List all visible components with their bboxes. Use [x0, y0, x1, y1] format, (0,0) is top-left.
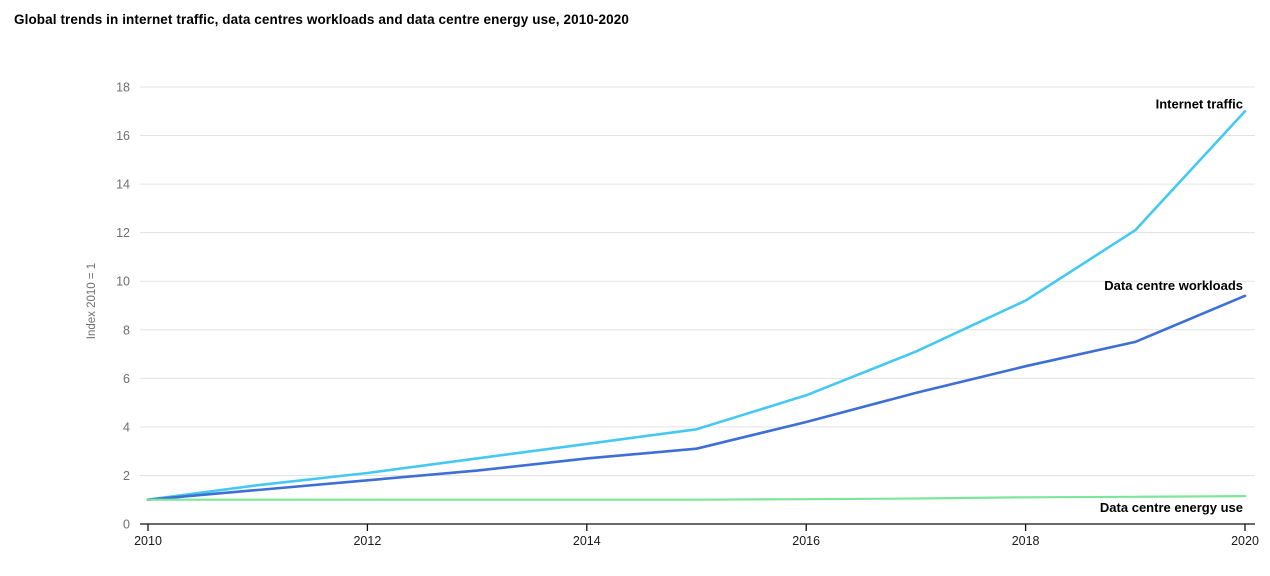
y-tick-label: 6 — [123, 372, 130, 386]
chart-title: Global trends in internet traffic, data … — [14, 12, 629, 27]
y-tick-label: 16 — [116, 129, 130, 143]
series-line-data-centre-energy-use — [146, 495, 1247, 501]
y-tick-label: 10 — [116, 275, 130, 289]
x-tick-label: 2014 — [573, 534, 601, 548]
x-tick-label: 2016 — [792, 534, 820, 548]
y-tick-label: 0 — [123, 518, 130, 532]
y-tick-label: 2 — [123, 469, 130, 483]
x-tick-label: 2010 — [134, 534, 162, 548]
series-line-data-centre-workloads — [146, 294, 1247, 502]
y-tick-label: 4 — [123, 420, 130, 434]
y-tick-label: 8 — [123, 323, 130, 337]
series-label-data-centre-workloads: Data centre workloads — [1104, 278, 1243, 293]
series-line-internet-traffic — [146, 110, 1247, 502]
y-axis-title: Index 2010 = 1 — [86, 263, 98, 339]
y-tick-label: 14 — [116, 178, 130, 192]
y-tick-label: 18 — [116, 81, 130, 95]
x-tick-label: 2020 — [1231, 534, 1259, 548]
y-tick-label: 12 — [116, 226, 130, 240]
x-tick-label: 2012 — [353, 534, 381, 548]
x-tick-label: 2018 — [1012, 534, 1040, 548]
series-label-internet-traffic: Internet traffic — [1156, 96, 1243, 111]
series-label-data-centre-energy-use: Data centre energy use — [1100, 500, 1243, 515]
